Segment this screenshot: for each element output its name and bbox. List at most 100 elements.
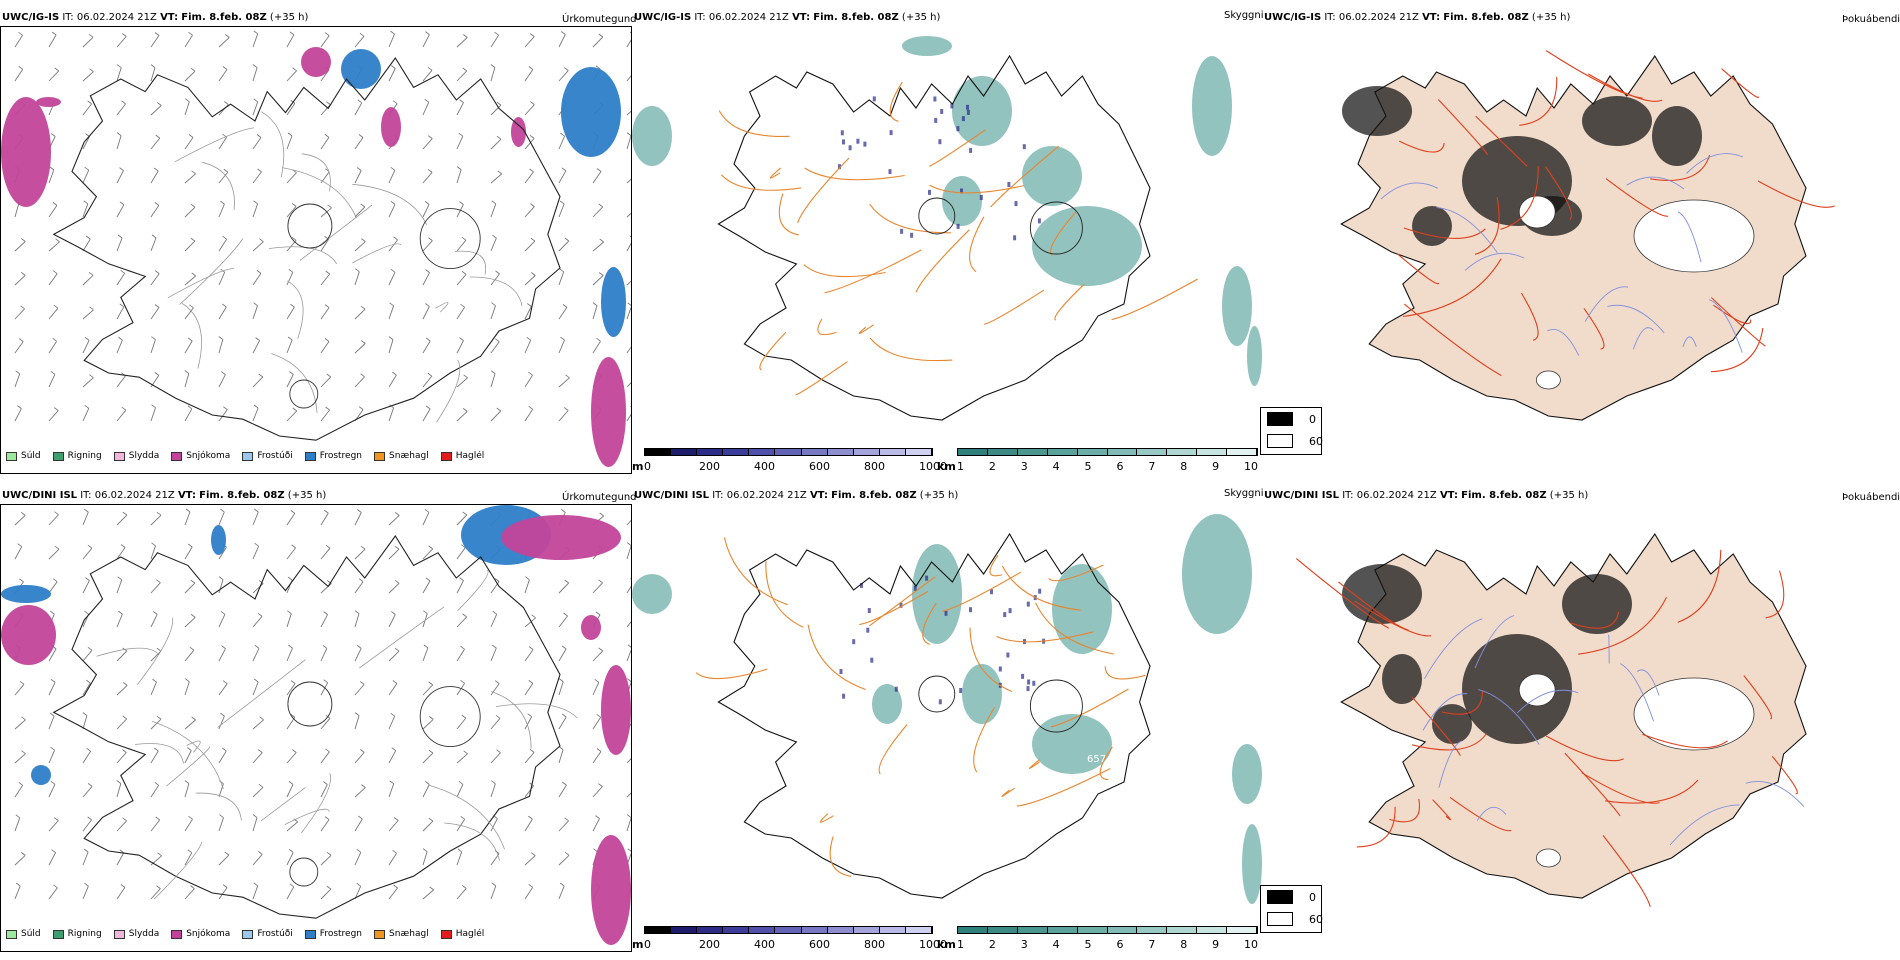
colorbar-strip [957, 926, 1258, 934]
wind-barb [184, 719, 196, 730]
wind-barb [116, 67, 122, 82]
wind-barb [14, 515, 26, 526]
wind-barb [422, 752, 434, 764]
colorbar-swatch [987, 449, 1018, 455]
wind-barb [184, 681, 190, 696]
road [1389, 798, 1421, 823]
colorbar-swatch [1137, 927, 1168, 933]
visibility-map [632, 26, 1262, 446]
legend-label: Súld [21, 451, 41, 461]
legend-swatch [6, 451, 17, 461]
precip-it-label: IT: [80, 490, 92, 501]
legend-swatch [374, 451, 386, 461]
road [797, 157, 850, 224]
colorbar-tick-label: 7 [1148, 938, 1156, 951]
wind-barb-tick [460, 815, 465, 820]
wind-barb-tick [218, 576, 224, 580]
wind-barb-tick [254, 542, 259, 547]
wind-barb [48, 273, 58, 286]
wind-barb [320, 341, 330, 354]
colorbar-swatch [1047, 449, 1078, 455]
roads [695, 537, 1146, 877]
wind-barb [456, 274, 467, 286]
fog-legend-item: 60 [1267, 434, 1323, 448]
wind-barb [218, 648, 226, 662]
wind-barb [286, 784, 294, 798]
wind-barb [422, 647, 429, 662]
colorbar-swatch [671, 449, 698, 455]
wind-barb [320, 547, 331, 560]
wind-barb [286, 374, 294, 388]
road [1519, 76, 1558, 126]
wind-barb-tick [525, 576, 530, 581]
wind-barb-tick [459, 201, 464, 205]
wind-barb-tick [562, 304, 568, 308]
wind-barb-tick [598, 203, 603, 208]
wind-barb-tick [428, 716, 434, 720]
wind-barb-tick [84, 610, 89, 615]
wind-barb-tick [191, 272, 196, 277]
wind-barb-tick [596, 168, 602, 172]
river [1682, 336, 1697, 348]
road [1001, 787, 1015, 798]
wind-barb [388, 339, 394, 354]
wind-barb [252, 171, 262, 184]
wind-barb-tick [87, 544, 93, 549]
wind-barb [422, 719, 434, 730]
wind-barb-tick [55, 238, 60, 243]
wind-barb-tick [50, 133, 56, 137]
wind-barb [286, 410, 298, 422]
wind-barb [82, 786, 93, 798]
wind-barb-tick [428, 817, 434, 822]
wind-barb [456, 37, 468, 48]
legend-swatch [52, 451, 64, 461]
wind-barb [48, 682, 56, 696]
wind-barb-tick [459, 337, 464, 341]
colorbar-tick-label: 0 [644, 460, 651, 473]
wind-barb [490, 752, 501, 764]
wind-barb [456, 648, 465, 662]
wind-barb-tick [187, 543, 193, 548]
wind-barb-tick [18, 31, 23, 36]
wind-barb [456, 514, 468, 526]
wind-barb-tick [356, 167, 362, 171]
wind-barb [320, 718, 331, 730]
wind-barb-tick [20, 512, 26, 516]
wind-barb-tick [462, 511, 468, 516]
road [96, 647, 160, 657]
wind-barb [354, 684, 365, 696]
wind-barb [558, 377, 570, 388]
fog-legend: 0 60 [1260, 407, 1323, 455]
wind-barb-tick [154, 304, 160, 308]
wind-barb [388, 374, 397, 388]
wind-barb [252, 101, 259, 116]
wind-barb [252, 407, 259, 422]
wind-barb [388, 204, 396, 218]
wind-barb-tick [425, 269, 430, 273]
river [1584, 286, 1629, 322]
low-cloud-speck [1037, 218, 1041, 224]
rivers [1380, 153, 1744, 356]
wind-barb-tick [84, 337, 90, 341]
wind-barb [524, 138, 535, 150]
wind-barb-tick [460, 645, 465, 650]
wind-barb-tick [287, 132, 293, 137]
panel-title: Þokuábendi [1842, 492, 1900, 503]
fog-legend-swatch [1267, 412, 1293, 426]
wind-barb-tick [258, 749, 263, 753]
precip-map [0, 504, 632, 952]
glacier-outline [1029, 201, 1083, 255]
wind-barb [558, 70, 569, 82]
wind-barb-tick [558, 746, 564, 750]
wind-barb [354, 36, 365, 48]
wind-barb-tick [423, 644, 429, 649]
precip-lead: (+35 h) [287, 490, 327, 501]
wind-barb-tick [457, 848, 462, 853]
wind-barb [286, 647, 293, 662]
wind-barb [592, 36, 604, 48]
road [1650, 154, 1711, 181]
wind-barb [218, 783, 224, 798]
wind-barb-tick [425, 577, 431, 582]
wind-barb-tick [157, 102, 162, 106]
wind-barb [116, 685, 128, 696]
